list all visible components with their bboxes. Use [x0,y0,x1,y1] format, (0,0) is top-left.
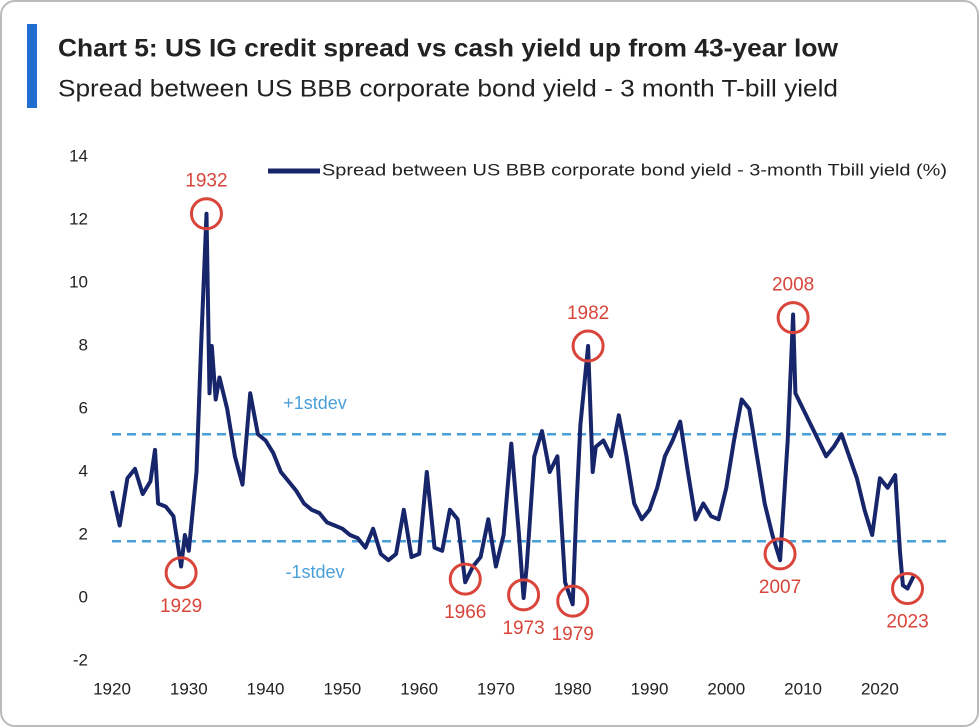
y-tick-label: 14 [69,146,88,165]
annotation-circle [448,562,482,596]
annotation-circle [507,578,541,612]
annotation-circle [571,329,605,363]
reference-label: +1stdev [283,393,347,413]
x-tick-label: 1970 [477,679,515,698]
annotation-label: 2023 [886,612,928,633]
chart-title: Chart 5: US IG credit spread vs cash yie… [58,35,839,63]
annotation-circle [189,197,223,231]
x-tick-label: 1940 [247,679,285,698]
x-tick-label: 1980 [554,679,592,698]
annotation-circle [556,584,590,618]
y-tick-label: 2 [79,524,88,543]
x-tick-label: 1950 [323,679,361,698]
annotation-label: 1929 [160,596,202,617]
x-tick-label: 2000 [707,679,745,698]
x-tick-label: 1930 [170,679,208,698]
annotation-label: 1979 [552,624,594,645]
annotation-label: 2007 [759,577,801,598]
annotation-label: 2008 [772,275,814,296]
x-tick-label: 2010 [784,679,822,698]
x-tick-label: 2020 [861,679,899,698]
y-tick-label: 6 [79,398,88,417]
y-tick-label: 12 [69,209,88,228]
annotation-circle [776,301,810,335]
annotation-circle [891,572,925,606]
reference-label: -1stdev [285,562,344,582]
chart-subtitle: Spread between US BBB corporate bond yie… [58,75,838,102]
y-tick-label: 10 [69,272,88,291]
x-tick-label: 1990 [631,679,669,698]
y-tick-label: 0 [79,587,88,606]
legend-label: Spread between US BBB corporate bond yie… [322,160,947,179]
series-line [110,211,916,607]
x-tick-label: 1960 [400,679,438,698]
annotation-circle [164,556,198,590]
annotation-label: 1973 [502,618,544,639]
title-accent [27,24,37,108]
annotation-label: 1932 [185,171,227,192]
x-tick-label: 1920 [93,679,131,698]
y-tick-label: -2 [73,650,88,669]
annotation-label: 1966 [444,602,486,623]
annotation-label: 1982 [567,303,609,324]
y-tick-label: 8 [79,335,88,354]
annotation-circle [763,537,797,571]
y-tick-label: 4 [79,461,88,480]
